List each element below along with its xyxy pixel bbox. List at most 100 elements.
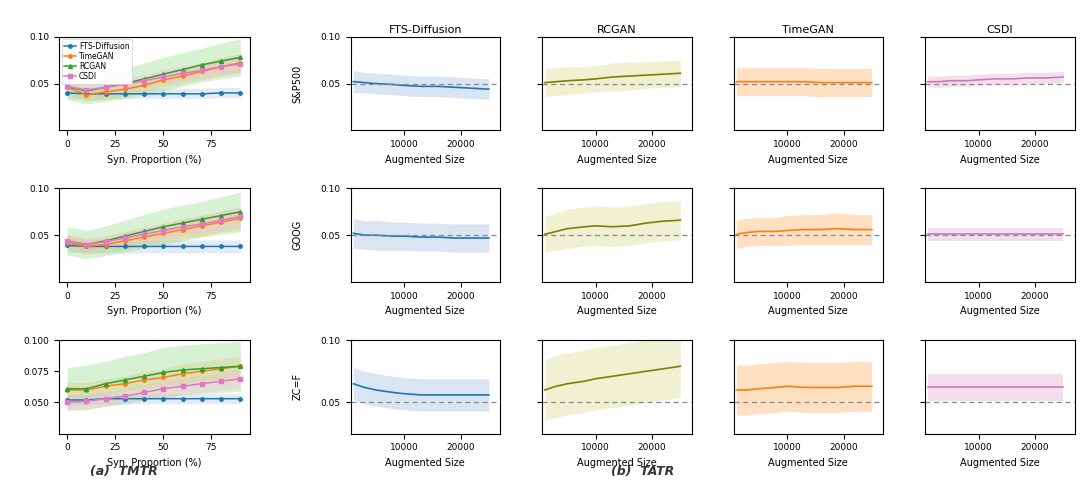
FTS-Diffusion (157, 91, 170, 97)
Y-axis label: GOOG: GOOG (293, 220, 302, 250)
Text: (b)  TATR: (b) TATR (611, 466, 674, 478)
FTS-Diffusion (215, 90, 228, 96)
FTS-Diffusion (137, 91, 150, 97)
Legend: FTS-Diffusion, TimeGAN, RCGAN, CSDI: FTS-Diffusion, TimeGAN, RCGAN, CSDI (62, 39, 132, 84)
Line: RCGAN: RCGAN (65, 210, 242, 246)
FTS-Diffusion (137, 244, 150, 249)
RCGAN (80, 386, 93, 392)
RCGAN (234, 209, 247, 215)
Line: TimeGAN: TimeGAN (66, 61, 242, 97)
TimeGAN (137, 82, 150, 88)
FTS-Diffusion (215, 396, 228, 402)
FTS-Diffusion (215, 244, 228, 249)
Line: FTS-Diffusion: FTS-Diffusion (66, 397, 242, 402)
RCGAN (137, 373, 150, 379)
CSDI (234, 214, 247, 220)
CSDI (215, 378, 228, 384)
TimeGAN (99, 242, 112, 247)
RCGAN (195, 366, 208, 372)
FTS-Diffusion (234, 244, 247, 249)
FTS-Diffusion (99, 244, 112, 249)
RCGAN (80, 88, 93, 94)
CSDI (99, 84, 112, 90)
Line: CSDI: CSDI (66, 215, 242, 246)
RCGAN (195, 217, 208, 222)
TimeGAN (80, 92, 93, 98)
RCGAN (215, 365, 228, 370)
CSDI (215, 64, 228, 70)
TimeGAN (195, 368, 208, 374)
Line: RCGAN: RCGAN (65, 55, 242, 93)
TimeGAN (176, 227, 189, 233)
FTS-Diffusion (195, 244, 208, 249)
FTS-Diffusion (157, 396, 170, 402)
CSDI (176, 71, 189, 76)
TimeGAN (234, 363, 247, 369)
Y-axis label: ZC=F: ZC=F (0, 373, 2, 400)
FTS-Diffusion (119, 244, 132, 249)
RCGAN (215, 58, 228, 64)
X-axis label: Augmented Size: Augmented Size (769, 306, 848, 316)
FTS-Diffusion (176, 396, 189, 402)
TimeGAN (99, 89, 112, 95)
CSDI (80, 242, 93, 247)
CSDI (157, 386, 170, 392)
Line: CSDI: CSDI (66, 377, 242, 404)
X-axis label: Augmented Size: Augmented Size (960, 458, 1040, 468)
CSDI (176, 383, 189, 389)
CSDI (60, 238, 73, 244)
CSDI (80, 87, 93, 93)
RCGAN (137, 228, 150, 234)
TimeGAN (157, 374, 170, 380)
CSDI (137, 231, 150, 237)
RCGAN (176, 67, 189, 73)
CSDI (119, 81, 132, 87)
TimeGAN (137, 234, 150, 240)
Y-axis label: ZC=F: ZC=F (293, 373, 302, 400)
TimeGAN (80, 387, 93, 393)
RCGAN (60, 83, 73, 89)
CSDI (137, 390, 150, 395)
RCGAN (80, 242, 93, 247)
FTS-Diffusion (80, 244, 93, 249)
RCGAN (99, 381, 112, 387)
FTS-Diffusion (99, 396, 112, 402)
CSDI (157, 74, 170, 80)
Title: TimeGAN: TimeGAN (782, 24, 834, 35)
CSDI (119, 393, 132, 399)
RCGAN (234, 363, 247, 369)
RCGAN (157, 224, 170, 230)
RCGAN (60, 386, 73, 392)
RCGAN (119, 377, 132, 383)
FTS-Diffusion (195, 396, 208, 402)
X-axis label: Augmented Size: Augmented Size (386, 458, 465, 468)
RCGAN (176, 220, 189, 226)
TimeGAN (157, 77, 170, 83)
CSDI (60, 399, 73, 405)
RCGAN (234, 54, 247, 60)
X-axis label: Augmented Size: Augmented Size (386, 306, 465, 316)
TimeGAN (195, 69, 208, 74)
X-axis label: Augmented Size: Augmented Size (769, 458, 848, 468)
X-axis label: Augmented Size: Augmented Size (386, 155, 465, 165)
FTS-Diffusion (99, 91, 112, 97)
X-axis label: Augmented Size: Augmented Size (577, 306, 657, 316)
CSDI (195, 381, 208, 387)
FTS-Diffusion (60, 90, 73, 96)
TimeGAN (234, 60, 247, 66)
FTS-Diffusion (176, 244, 189, 249)
TimeGAN (99, 383, 112, 389)
Line: RCGAN: RCGAN (65, 364, 242, 391)
TimeGAN (157, 230, 170, 236)
X-axis label: Augmented Size: Augmented Size (960, 155, 1040, 165)
RCGAN (119, 233, 132, 239)
CSDI (119, 235, 132, 241)
TimeGAN (60, 387, 73, 393)
TimeGAN (137, 377, 150, 383)
Line: CSDI: CSDI (66, 62, 242, 92)
TimeGAN (119, 86, 132, 92)
RCGAN (195, 62, 208, 68)
FTS-Diffusion (176, 91, 189, 97)
TimeGAN (215, 64, 228, 70)
X-axis label: Augmented Size: Augmented Size (960, 306, 1040, 316)
